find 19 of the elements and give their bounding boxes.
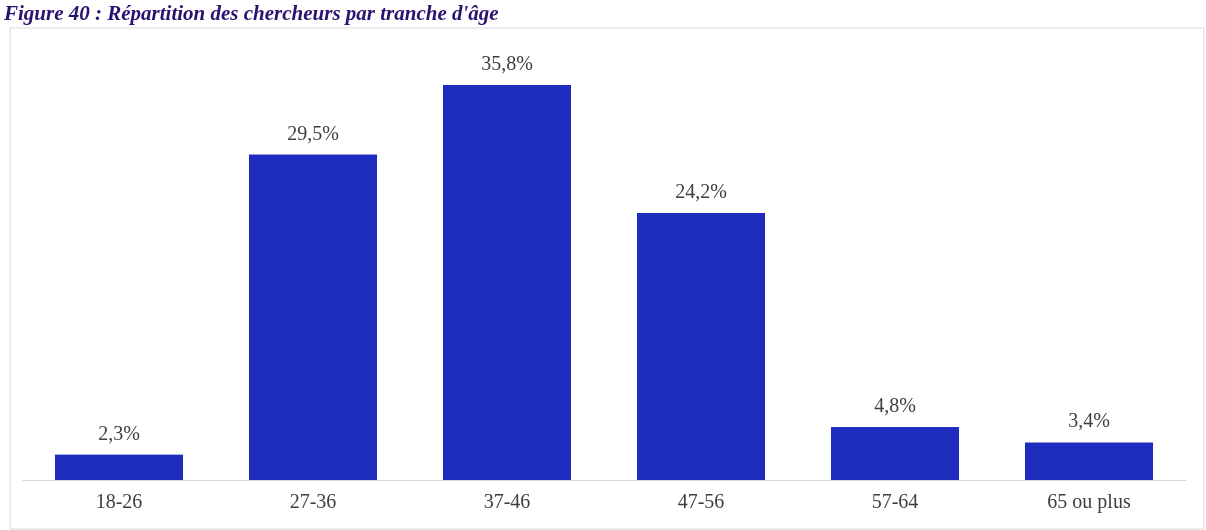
data-label: 24,2% xyxy=(675,179,727,202)
x-tick-label: 65 ou plus xyxy=(1047,490,1131,514)
bar xyxy=(636,212,766,480)
bar xyxy=(1024,442,1154,480)
x-tick-label: 47-56 xyxy=(677,490,725,513)
x-tick-label: 37-46 xyxy=(483,490,531,513)
data-label: 3,4% xyxy=(1068,409,1110,432)
data-label: 35,8% xyxy=(481,52,533,74)
x-tick-label: 57-64 xyxy=(871,490,919,513)
data-label: 4,8% xyxy=(874,394,916,417)
bar xyxy=(442,85,572,480)
x-tick-label: 27-36 xyxy=(289,490,337,513)
bar xyxy=(248,154,378,480)
chart-title: Figure 40 : Répartition des chercheurs par tranche d'âge xyxy=(3,1,499,25)
data-label: 29,5% xyxy=(287,121,339,144)
data-label: 2,3% xyxy=(98,421,140,444)
bar xyxy=(830,427,960,480)
bar xyxy=(54,454,184,480)
x-tick-label: 18-26 xyxy=(95,490,143,513)
